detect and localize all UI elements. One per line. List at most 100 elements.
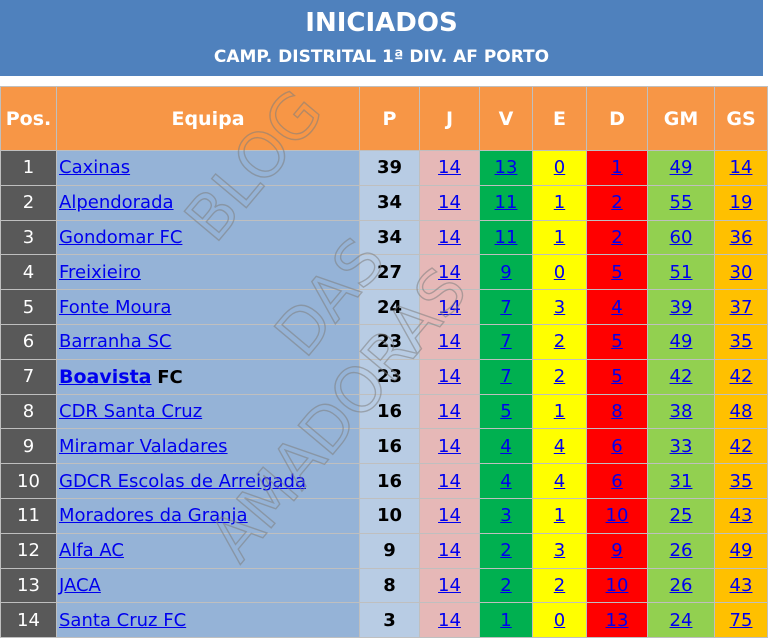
goals-for-link[interactable]: 49 <box>669 331 693 353</box>
played-link[interactable]: 14 <box>438 400 461 422</box>
played-link[interactable]: 14 <box>438 435 461 457</box>
wins-link[interactable]: 3 <box>500 505 512 527</box>
wins-link[interactable]: 9 <box>500 261 512 283</box>
goals-against-link[interactable]: 37 <box>729 296 753 318</box>
played-link[interactable]: 14 <box>438 331 461 353</box>
losses-link[interactable]: 1 <box>611 157 623 179</box>
team-link[interactable]: Caxinas <box>59 157 131 179</box>
team-link[interactable]: Alfa AC <box>59 540 124 562</box>
losses-link[interactable]: 9 <box>611 540 623 562</box>
wins-link[interactable]: 7 <box>500 296 512 318</box>
draws-link[interactable]: 3 <box>553 296 566 318</box>
goals-for-link[interactable]: 25 <box>669 505 693 527</box>
wins-link[interactable]: 11 <box>494 192 518 214</box>
wins-link[interactable]: 5 <box>500 400 512 422</box>
played-link[interactable]: 14 <box>438 261 461 283</box>
goals-for-link[interactable]: 38 <box>669 400 693 422</box>
team-link[interactable]: Miramar Valadares <box>59 435 228 457</box>
wins-link[interactable]: 4 <box>500 435 512 457</box>
goals-for-link[interactable]: 49 <box>669 157 693 179</box>
wins-link[interactable]: 13 <box>494 157 518 179</box>
goals-against-link[interactable]: 42 <box>729 435 753 457</box>
goals-for-link[interactable]: 42 <box>669 366 693 388</box>
draws-link[interactable]: 2 <box>553 574 566 596</box>
played-link[interactable]: 14 <box>438 226 461 248</box>
team-link[interactable]: Santa Cruz FC <box>59 609 187 631</box>
wins-link[interactable]: 2 <box>500 540 512 562</box>
losses-link[interactable]: 6 <box>611 435 623 457</box>
goals-against-link[interactable]: 49 <box>729 540 753 562</box>
goals-for-link[interactable]: 55 <box>669 192 693 214</box>
wins-link[interactable]: 11 <box>494 226 518 248</box>
draws-link[interactable]: 1 <box>553 192 566 214</box>
played-link[interactable]: 14 <box>438 157 461 179</box>
team-link[interactable]: Moradores da Granja <box>59 505 248 527</box>
losses-link[interactable]: 13 <box>605 609 629 631</box>
losses-link[interactable]: 10 <box>605 574 629 596</box>
goals-for-link[interactable]: 39 <box>669 296 693 318</box>
losses-link[interactable]: 5 <box>611 331 623 353</box>
team-link[interactable]: Boavista <box>59 365 152 388</box>
goals-against-link[interactable]: 48 <box>729 400 753 422</box>
played-link[interactable]: 14 <box>438 609 461 631</box>
draws-link[interactable]: 0 <box>553 157 566 179</box>
team-link[interactable]: JACA <box>59 574 101 596</box>
losses-link[interactable]: 2 <box>611 192 623 214</box>
losses-link[interactable]: 2 <box>611 226 623 248</box>
goals-for-link[interactable]: 33 <box>669 435 693 457</box>
losses-link[interactable]: 5 <box>611 366 623 388</box>
goals-for-link[interactable]: 26 <box>669 540 693 562</box>
goals-for-link[interactable]: 31 <box>669 470 693 492</box>
goals-against-link[interactable]: 35 <box>729 470 753 492</box>
goals-for-link[interactable]: 60 <box>669 226 693 248</box>
draws-link[interactable]: 2 <box>553 366 566 388</box>
losses-link[interactable]: 4 <box>611 296 623 318</box>
played-link[interactable]: 14 <box>438 574 461 596</box>
draws-link[interactable]: 3 <box>553 540 566 562</box>
losses-link[interactable]: 5 <box>611 261 623 283</box>
goals-against-link[interactable]: 36 <box>729 226 753 248</box>
goals-against-link[interactable]: 42 <box>729 366 753 388</box>
draws-link[interactable]: 0 <box>553 261 566 283</box>
team-link[interactable]: CDR Santa Cruz <box>59 400 203 422</box>
goals-against-link[interactable]: 75 <box>729 609 753 631</box>
played-link[interactable]: 14 <box>438 470 461 492</box>
wins-link[interactable]: 7 <box>500 331 512 353</box>
table-row-highlighted: 7 Boavista FC 23 14 7 2 5 42 42 <box>0 358 768 395</box>
losses-link[interactable]: 8 <box>611 400 623 422</box>
goals-against-link[interactable]: 43 <box>729 505 753 527</box>
draws-link[interactable]: 1 <box>553 226 566 248</box>
played-link[interactable]: 14 <box>438 540 461 562</box>
wins-link[interactable]: 4 <box>500 470 512 492</box>
draws-link[interactable]: 4 <box>553 435 566 457</box>
goals-against-link[interactable]: 43 <box>729 574 753 596</box>
losses-link[interactable]: 10 <box>605 505 629 527</box>
team-link[interactable]: GDCR Escolas de Arreigada <box>59 470 307 492</box>
draws-link[interactable]: 1 <box>553 505 566 527</box>
team-link[interactable]: Fonte Moura <box>59 296 172 318</box>
losses-link[interactable]: 6 <box>611 470 623 492</box>
team-link[interactable]: Barranha SC <box>59 331 172 353</box>
played-link[interactable]: 14 <box>438 296 461 318</box>
goals-against-link[interactable]: 35 <box>729 331 753 353</box>
wins-link[interactable]: 7 <box>500 366 512 388</box>
goals-for-link[interactable]: 51 <box>669 261 693 283</box>
team-link[interactable]: Alpendorada <box>59 192 174 214</box>
draws-link[interactable]: 4 <box>553 470 566 492</box>
goals-against-link[interactable]: 30 <box>729 261 753 283</box>
team-link[interactable]: Gondomar FC <box>59 226 183 248</box>
played-link[interactable]: 14 <box>438 192 461 214</box>
team-link[interactable]: Freixieiro <box>59 261 141 283</box>
played-link[interactable]: 14 <box>438 366 461 388</box>
wins-link[interactable]: 2 <box>500 574 512 596</box>
goals-against-link[interactable]: 14 <box>729 157 753 179</box>
wins-link[interactable]: 1 <box>500 609 512 631</box>
draws-link[interactable]: 0 <box>553 609 566 631</box>
position-cell: 4 <box>0 254 57 291</box>
goals-for-link[interactable]: 24 <box>669 609 693 631</box>
goals-against-link[interactable]: 19 <box>729 192 753 214</box>
goals-for-link[interactable]: 26 <box>669 574 693 596</box>
played-link[interactable]: 14 <box>438 505 461 527</box>
draws-link[interactable]: 2 <box>553 331 566 353</box>
draws-link[interactable]: 1 <box>553 400 566 422</box>
